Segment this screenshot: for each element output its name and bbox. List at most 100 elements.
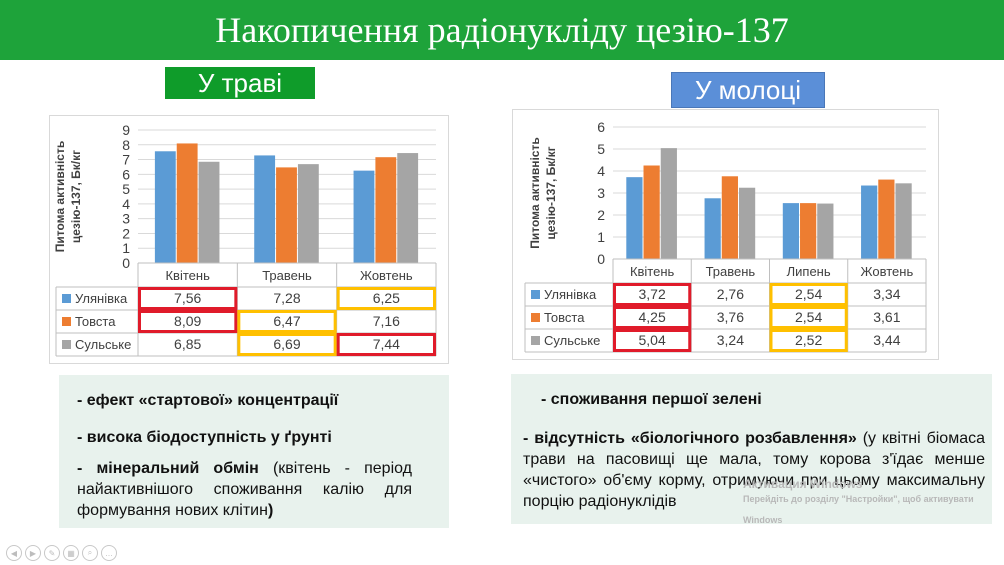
milk-label: У молоці bbox=[671, 72, 825, 108]
slides-grid-icon[interactable]: ▦ bbox=[63, 545, 79, 561]
data-label: 2,54 bbox=[795, 309, 822, 325]
highlight-box-red bbox=[336, 333, 436, 356]
category-label: Жовтень bbox=[861, 264, 914, 279]
bar-0-2 bbox=[353, 170, 375, 263]
bar-0-3 bbox=[861, 185, 878, 259]
bar-0-1 bbox=[704, 198, 721, 259]
y-tick-label: 5 bbox=[597, 141, 605, 157]
data-label: 3,72 bbox=[639, 286, 666, 302]
bar-0-2 bbox=[782, 203, 800, 259]
legend-swatch bbox=[531, 290, 540, 299]
y-axis-title-line-2: цезію-137, Бк/кг bbox=[544, 146, 558, 239]
y-tick-label: 9 bbox=[122, 122, 130, 138]
zoom-icon[interactable]: ⌕ bbox=[82, 545, 98, 561]
bar-2-2 bbox=[817, 203, 834, 259]
y-tick-label: 1 bbox=[122, 240, 130, 256]
note-no-dilution: - відсутність «біологічного розбавлення»… bbox=[523, 428, 985, 512]
legend-swatch bbox=[62, 294, 71, 303]
category-label: Травень bbox=[706, 264, 756, 279]
y-axis-title-line-1: Питома активність bbox=[528, 137, 542, 248]
legend-label: Улянівка bbox=[75, 291, 128, 306]
highlight-box-yellow bbox=[237, 310, 337, 333]
category-label: Квітень bbox=[630, 264, 675, 279]
y-tick-label: 4 bbox=[597, 163, 605, 179]
note-mineral-exchange-close: ) bbox=[267, 502, 274, 519]
data-label: 7,44 bbox=[373, 336, 400, 352]
note-mineral-exchange-detail: (квітень - період найактивнішого спожива… bbox=[77, 460, 412, 519]
category-label: Квітень bbox=[165, 268, 210, 283]
grass-label: У траві bbox=[165, 67, 315, 99]
y-tick-label: 4 bbox=[122, 196, 130, 212]
y-axis-title-line-1: Питома активність bbox=[53, 141, 67, 252]
bar-0-0 bbox=[154, 151, 176, 263]
highlight-box-yellow bbox=[769, 329, 848, 352]
data-label: 3,61 bbox=[873, 309, 900, 325]
data-label: 2,52 bbox=[795, 332, 822, 348]
bar-2-1 bbox=[738, 187, 756, 259]
legend-label: Товста bbox=[544, 310, 585, 325]
bar-1-0 bbox=[176, 143, 198, 263]
y-tick-label: 8 bbox=[122, 137, 130, 153]
legend-swatch bbox=[62, 317, 71, 326]
bar-0-0 bbox=[626, 177, 643, 259]
y-tick-label: 0 bbox=[597, 251, 605, 267]
next-slide-icon[interactable]: ▶ bbox=[25, 545, 41, 561]
category-label: Травень bbox=[262, 268, 312, 283]
data-label: 3,44 bbox=[873, 332, 900, 348]
category-label: Жовтень bbox=[360, 268, 413, 283]
y-tick-label: 3 bbox=[122, 211, 130, 227]
data-label: 6,85 bbox=[174, 336, 201, 352]
note-mineral-exchange-lead: - мінеральний обмін bbox=[77, 460, 259, 477]
bar-2-3 bbox=[895, 183, 912, 259]
bar-1-2 bbox=[800, 203, 817, 259]
data-label: 5,04 bbox=[639, 332, 666, 348]
note-first-greens: - споживання першої зелені bbox=[541, 391, 762, 408]
data-label: 6,25 bbox=[373, 290, 400, 306]
more-options-icon[interactable]: … bbox=[101, 545, 117, 561]
legend-swatch bbox=[62, 340, 71, 349]
data-label: 2,76 bbox=[717, 286, 744, 302]
legend-swatch bbox=[531, 336, 540, 345]
y-tick-label: 6 bbox=[122, 166, 130, 182]
note-start-concentration: - ефект «стартової» концентрації bbox=[77, 392, 339, 409]
data-label: 8,09 bbox=[174, 313, 201, 329]
legend-swatch bbox=[531, 313, 540, 322]
y-tick-label: 1 bbox=[597, 229, 605, 245]
previous-slide-icon[interactable]: ◀ bbox=[6, 545, 22, 561]
y-tick-label: 7 bbox=[122, 152, 130, 168]
highlight-box-red bbox=[613, 329, 692, 352]
data-label: 6,69 bbox=[273, 336, 300, 352]
right-notes-box: - споживання першої зелені - відсутність… bbox=[511, 374, 992, 525]
bar-2-1 bbox=[297, 164, 319, 263]
y-tick-label: 6 bbox=[597, 119, 605, 135]
bar-1-1 bbox=[721, 176, 738, 259]
activation-watermark-title: Активация Windows bbox=[743, 477, 863, 491]
slideshow-toolbar: ◀ ▶ ✎ ▦ ⌕ … bbox=[6, 545, 117, 561]
legend-label: Сульське bbox=[544, 333, 600, 348]
data-label: 7,56 bbox=[174, 290, 201, 306]
data-label: 3,24 bbox=[717, 332, 744, 348]
slide-title: Накопичення радіонукліду цезію-137 bbox=[0, 0, 1004, 60]
y-tick-label: 5 bbox=[122, 181, 130, 197]
category-label: Липень bbox=[787, 264, 831, 279]
milk-chart: 0 1 2 3 4 5 6 Питома активність цезію-137, Бк/кг… bbox=[524, 119, 927, 353]
note-bioavailability: - висока біодоступність у ґрунті bbox=[77, 429, 332, 446]
milk-chart-panel: 0 1 2 3 4 5 6 Питома активність цезію-137, Бк/кг… bbox=[512, 109, 939, 360]
y-axis-title-line-2: цезію-137, Бк/кг bbox=[69, 150, 83, 243]
legend-label: Улянівка bbox=[544, 287, 597, 302]
activation-watermark-text: Перейдіть до розділу "Настройки", щоб ак… bbox=[743, 494, 974, 525]
legend-label: Товста bbox=[75, 314, 116, 329]
bar-0-1 bbox=[254, 155, 276, 263]
highlight-box-yellow bbox=[237, 333, 337, 356]
bar-2-0 bbox=[198, 161, 220, 263]
highlight-box-yellow bbox=[769, 283, 848, 306]
grass-chart-panel: 0 1 2 3 4 5 6 7 8 9 Питома активність цезію-137, Бк… bbox=[49, 115, 449, 364]
data-label: 2,54 bbox=[795, 286, 822, 302]
note-no-dilution-detail: (у квітні біомаса трави на пасовищі ще м… bbox=[523, 430, 986, 510]
pen-icon[interactable]: ✎ bbox=[44, 545, 60, 561]
y-tick-label: 3 bbox=[597, 185, 605, 201]
data-label: 3,76 bbox=[717, 309, 744, 325]
note-mineral-exchange: - мінеральний обмін (квітень - період на… bbox=[77, 458, 412, 521]
highlight-box-red bbox=[138, 310, 238, 333]
